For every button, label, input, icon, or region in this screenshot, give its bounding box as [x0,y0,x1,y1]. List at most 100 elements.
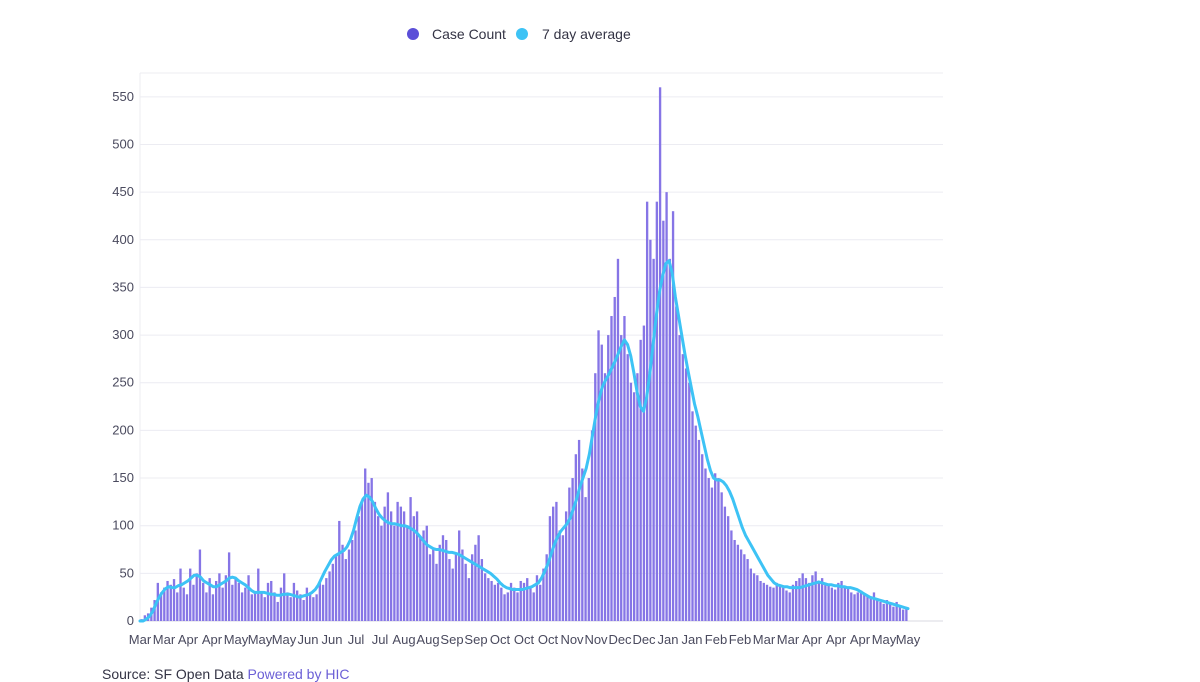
case-count-bar [804,578,808,621]
grid-lines [139,72,943,622]
case-count-bar [292,582,296,621]
y-tick-label: 350 [112,279,134,294]
case-count-bar [843,586,846,621]
case-count-bar [694,425,697,621]
x-tick-label: Feb [705,632,727,647]
x-tick-label: Sep [440,632,463,647]
case-count-bar [227,552,231,621]
source-link[interactable]: Powered by HIC [247,666,350,682]
x-tick-label: Apr [802,632,823,647]
case-count-bar [302,600,305,621]
case-count-bar [299,594,302,621]
case-count-bar [892,606,895,621]
case-count-bar [198,549,202,621]
case-count-bar [889,603,892,621]
case-count-bar [749,568,752,621]
case-count-bar [435,563,438,621]
x-tick-label: Dec [632,632,656,647]
x-tick-label: Aug [416,632,439,647]
legend-item-seven-day-average[interactable]: 7 day average [516,26,631,42]
case-count-bar [688,382,691,621]
case-count-bar [866,596,869,621]
y-tick-label: 400 [112,232,134,247]
case-count-bar [286,592,289,621]
case-count-bar [675,306,678,621]
case-count-bar [257,568,260,621]
case-count-bar [399,506,403,621]
x-tick-label: Oct [538,632,559,647]
case-count-bar [840,580,843,621]
case-count-bar [830,587,834,621]
case-count-bar [247,575,250,621]
case-count-bar [179,568,182,621]
case-count-bar [697,439,701,621]
case-count-bar [652,258,655,621]
x-tick-label: Jan [658,632,679,647]
case-count-bar [795,580,798,621]
y-axis: 0 50 100 150 200 250 300 350 400 450 500 550 [112,89,134,628]
case-count-bar [237,582,240,621]
case-count-bar [561,535,565,621]
case-count-bar [548,516,552,621]
legend-item-case-count[interactable]: Case Count [407,26,506,42]
case-count-bar [568,487,571,621]
source-line: Source: SF Open Data Powered by HIC [102,666,349,682]
case-count-bar [626,354,629,621]
case-count-bar [642,325,646,621]
case-count-bar [406,527,409,621]
case-count-bar [545,554,548,621]
case-count-bar [778,584,782,621]
x-tick-label: Jul [372,632,389,647]
case-count-bar [328,571,331,621]
case-count-bar [409,497,412,621]
y-tick-label: 150 [112,470,134,485]
y-tick-label: 500 [112,136,134,151]
case-count-bar [798,578,801,621]
case-count-bar [785,590,788,621]
case-count-bar [312,597,315,621]
x-tick-label: Oct [490,632,511,647]
case-count-bar [483,573,487,621]
case-count-bar [876,600,879,621]
case-count-bar [182,587,185,621]
case-count-bar [782,587,785,621]
case-count-bar [879,601,882,621]
x-tick-label: May [872,632,897,647]
case-count-bar [496,582,500,621]
case-count-bar [432,549,435,621]
legend: Case Count 7 day average [407,26,631,42]
legend-label-case-count: Case Count [432,26,506,42]
case-count-bar [684,368,688,621]
case-count-bar [808,582,811,621]
case-count-bar [639,339,642,621]
x-tick-label: Nov [584,632,608,647]
case-count-bar [192,584,195,621]
case-count-bar [477,535,480,621]
case-count-bar [584,497,587,621]
case-count-bar [169,584,172,621]
case-count-bar [260,592,263,621]
case-count-bar [710,487,714,621]
case-count-bar [325,578,328,621]
case-count-bar [305,587,309,621]
case-count-bar [344,559,347,621]
case-count-bar [393,525,396,621]
case-count-bar [419,537,422,621]
case-count-bar [853,594,856,621]
case-count-bar [467,578,471,621]
case-count-bar [564,511,568,621]
case-count-bar [273,592,276,621]
case-count-bar [263,597,266,621]
case-count-bar [412,516,415,621]
case-count-bar [519,580,522,621]
case-count-bar [451,568,454,621]
case-count-bar [143,615,147,621]
case-count-bar [901,609,905,621]
case-count-bar [859,590,863,621]
case-count-bar [321,584,325,621]
x-tick-label: Jan [682,632,703,647]
case-count-bar [205,592,208,621]
case-count-bar [587,478,590,621]
case-count-bar [594,373,597,621]
